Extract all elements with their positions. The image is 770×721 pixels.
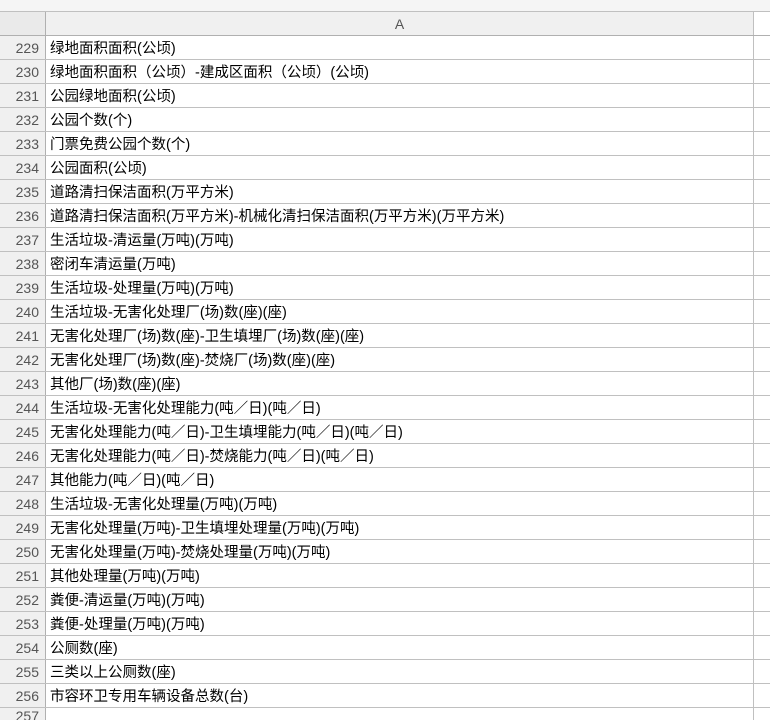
row-header[interactable]: 237 [0, 228, 46, 251]
formula-bar-stub [0, 0, 770, 12]
cell[interactable]: 其他厂(场)数(座)(座) [46, 372, 754, 395]
table-row: 253粪便-处理量(万吨)(万吨) [0, 612, 770, 636]
row-header[interactable]: 253 [0, 612, 46, 635]
table-row: 243其他厂(场)数(座)(座) [0, 372, 770, 396]
row-header[interactable]: 245 [0, 420, 46, 443]
row-header[interactable]: 231 [0, 84, 46, 107]
cell[interactable]: 公园绿地面积(公顷) [46, 84, 754, 107]
table-row: 244生活垃圾-无害化处理能力(吨／日)(吨／日) [0, 396, 770, 420]
cell[interactable]: 市容环卫专用车辆设备总数(台) [46, 684, 754, 707]
row-header[interactable]: 256 [0, 684, 46, 707]
row-header[interactable]: 254 [0, 636, 46, 659]
table-row: 256市容环卫专用车辆设备总数(台) [0, 684, 770, 708]
cell[interactable]: 三类以上公厕数(座) [46, 660, 754, 683]
row-header[interactable]: 252 [0, 588, 46, 611]
table-row: 249无害化处理量(万吨)-卫生填埋处理量(万吨)(万吨) [0, 516, 770, 540]
cell[interactable]: 生活垃圾-清运量(万吨)(万吨) [46, 228, 754, 251]
cell[interactable] [46, 708, 754, 720]
row-header[interactable]: 241 [0, 324, 46, 347]
cell[interactable]: 无害化处理能力(吨／日)-焚烧能力(吨／日)(吨／日) [46, 444, 754, 467]
row-header[interactable]: 243 [0, 372, 46, 395]
table-row: 241无害化处理厂(场)数(座)-卫生填埋厂(场)数(座)(座) [0, 324, 770, 348]
table-row: 246无害化处理能力(吨／日)-焚烧能力(吨／日)(吨／日) [0, 444, 770, 468]
table-row: 254公厕数(座) [0, 636, 770, 660]
column-header-row: A [0, 12, 770, 36]
table-row: 247其他能力(吨／日)(吨／日) [0, 468, 770, 492]
cell[interactable]: 生活垃圾-无害化处理厂(场)数(座)(座) [46, 300, 754, 323]
table-row: 251其他处理量(万吨)(万吨) [0, 564, 770, 588]
row-header[interactable]: 232 [0, 108, 46, 131]
row-header[interactable]: 250 [0, 540, 46, 563]
cell[interactable]: 无害化处理量(万吨)-卫生填埋处理量(万吨)(万吨) [46, 516, 754, 539]
cell[interactable]: 无害化处理厂(场)数(座)-焚烧厂(场)数(座)(座) [46, 348, 754, 371]
row-header[interactable]: 240 [0, 300, 46, 323]
table-row: 236道路清扫保洁面积(万平方米)-机械化清扫保洁面积(万平方米)(万平方米) [0, 204, 770, 228]
table-row: 248生活垃圾-无害化处理量(万吨)(万吨) [0, 492, 770, 516]
table-row: 239生活垃圾-处理量(万吨)(万吨) [0, 276, 770, 300]
row-header[interactable]: 246 [0, 444, 46, 467]
column-gap [754, 12, 770, 35]
cell[interactable]: 无害化处理能力(吨／日)-卫生填埋能力(吨／日)(吨／日) [46, 420, 754, 443]
cell[interactable]: 道路清扫保洁面积(万平方米)-机械化清扫保洁面积(万平方米)(万平方米) [46, 204, 754, 227]
cell[interactable]: 生活垃圾-无害化处理能力(吨／日)(吨／日) [46, 396, 754, 419]
row-header[interactable]: 229 [0, 36, 46, 59]
table-row: 242无害化处理厂(场)数(座)-焚烧厂(场)数(座)(座) [0, 348, 770, 372]
table-row: 252粪便-清运量(万吨)(万吨) [0, 588, 770, 612]
row-header[interactable]: 233 [0, 132, 46, 155]
row-header[interactable]: 239 [0, 276, 46, 299]
row-header[interactable]: 230 [0, 60, 46, 83]
table-row: 231公园绿地面积(公顷) [0, 84, 770, 108]
row-header[interactable]: 257 [0, 708, 46, 720]
row-header[interactable]: 236 [0, 204, 46, 227]
table-row: 232公园个数(个) [0, 108, 770, 132]
cell[interactable]: 生活垃圾-无害化处理量(万吨)(万吨) [46, 492, 754, 515]
table-row: 233门票免费公园个数(个) [0, 132, 770, 156]
table-row: 234公园面积(公顷) [0, 156, 770, 180]
cell[interactable]: 粪便-处理量(万吨)(万吨) [46, 612, 754, 635]
row-header[interactable]: 251 [0, 564, 46, 587]
cell[interactable]: 其他能力(吨／日)(吨／日) [46, 468, 754, 491]
cell[interactable]: 道路清扫保洁面积(万平方米) [46, 180, 754, 203]
row-header[interactable]: 234 [0, 156, 46, 179]
row-header[interactable]: 242 [0, 348, 46, 371]
table-row: 235道路清扫保洁面积(万平方米) [0, 180, 770, 204]
row-header[interactable]: 247 [0, 468, 46, 491]
row-header[interactable]: 255 [0, 660, 46, 683]
select-all-corner[interactable] [0, 12, 46, 35]
row-header[interactable]: 238 [0, 252, 46, 275]
row-header[interactable]: 244 [0, 396, 46, 419]
table-row: 240生活垃圾-无害化处理厂(场)数(座)(座) [0, 300, 770, 324]
cell[interactable]: 绿地面积面积(公顷) [46, 36, 754, 59]
cell[interactable]: 无害化处理量(万吨)-焚烧处理量(万吨)(万吨) [46, 540, 754, 563]
cell[interactable]: 公园面积(公顷) [46, 156, 754, 179]
table-row: 245无害化处理能力(吨／日)-卫生填埋能力(吨／日)(吨／日) [0, 420, 770, 444]
cell[interactable]: 粪便-清运量(万吨)(万吨) [46, 588, 754, 611]
cell[interactable]: 生活垃圾-处理量(万吨)(万吨) [46, 276, 754, 299]
cell[interactable]: 公园个数(个) [46, 108, 754, 131]
table-row: 238密闭车清运量(万吨) [0, 252, 770, 276]
cell[interactable]: 无害化处理厂(场)数(座)-卫生填埋厂(场)数(座)(座) [46, 324, 754, 347]
column-header-A[interactable]: A [46, 12, 754, 35]
cell[interactable]: 门票免费公园个数(个) [46, 132, 754, 155]
partial-next-row: 257 [0, 708, 770, 720]
table-row: 250无害化处理量(万吨)-焚烧处理量(万吨)(万吨) [0, 540, 770, 564]
cell[interactable]: 其他处理量(万吨)(万吨) [46, 564, 754, 587]
spreadsheet-rows: 229绿地面积面积(公顷)230绿地面积面积（公顷）-建成区面积（公顷）(公顷)… [0, 36, 770, 708]
cell[interactable]: 绿地面积面积（公顷）-建成区面积（公顷）(公顷) [46, 60, 754, 83]
cell[interactable]: 公厕数(座) [46, 636, 754, 659]
table-row: 230绿地面积面积（公顷）-建成区面积（公顷）(公顷) [0, 60, 770, 84]
row-header[interactable]: 249 [0, 516, 46, 539]
spreadsheet: A 229绿地面积面积(公顷)230绿地面积面积（公顷）-建成区面积（公顷）(公… [0, 0, 770, 720]
cell[interactable]: 密闭车清运量(万吨) [46, 252, 754, 275]
row-header[interactable]: 248 [0, 492, 46, 515]
row-header[interactable]: 235 [0, 180, 46, 203]
table-row: 237生活垃圾-清运量(万吨)(万吨) [0, 228, 770, 252]
table-row: 229绿地面积面积(公顷) [0, 36, 770, 60]
table-row: 255三类以上公厕数(座) [0, 660, 770, 684]
